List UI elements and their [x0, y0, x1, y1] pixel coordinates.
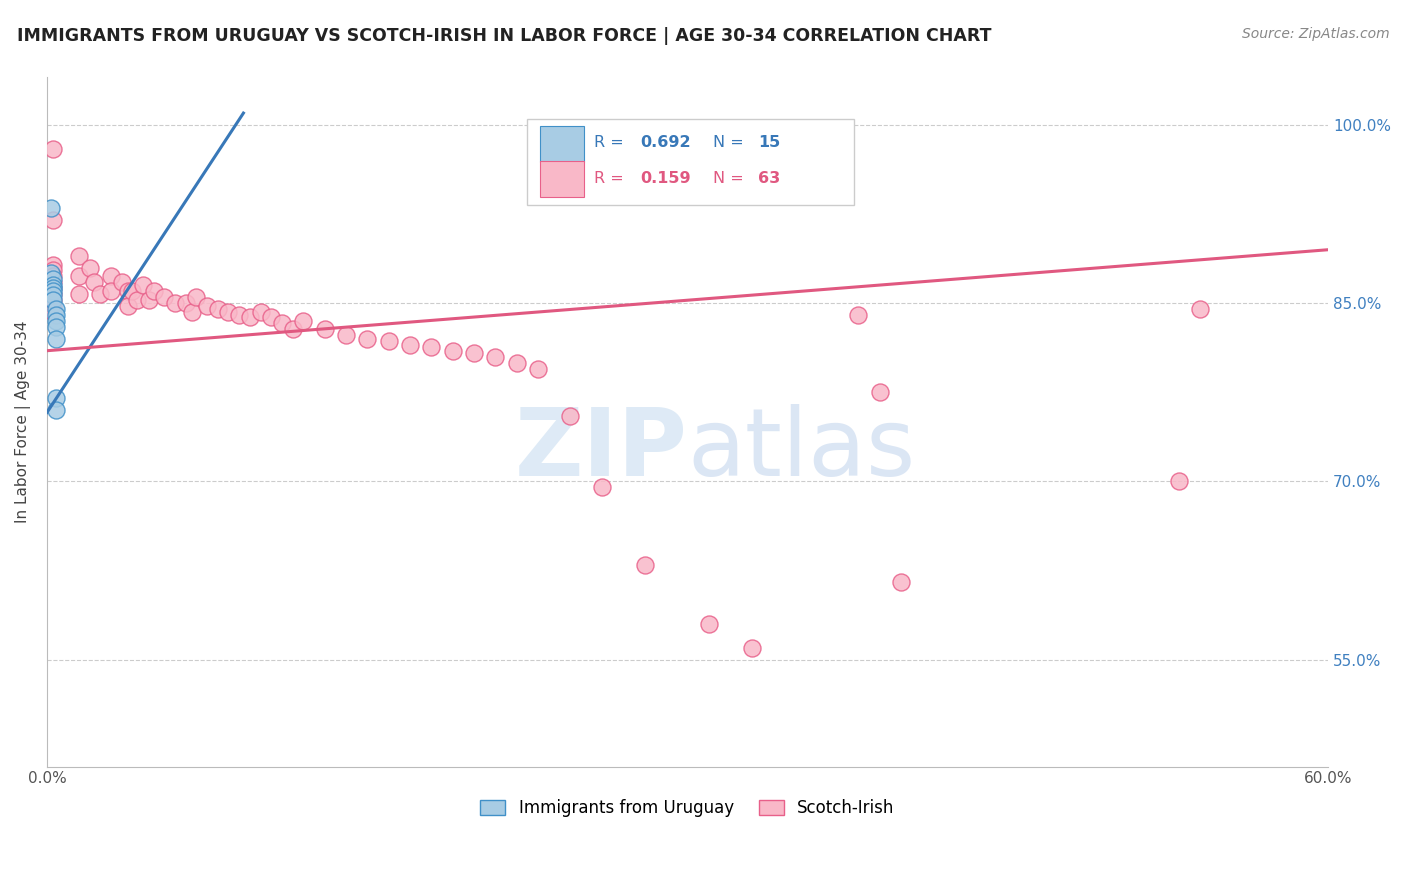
Point — [195, 299, 218, 313]
FancyBboxPatch shape — [540, 161, 583, 196]
Point — [42, 281, 65, 295]
Point — [121, 285, 143, 299]
Point — [314, 322, 336, 336]
Point — [117, 285, 139, 299]
Point — [42, 142, 65, 156]
Point — [42, 285, 65, 299]
Text: 63: 63 — [758, 171, 780, 186]
Point — [527, 361, 550, 376]
Point — [42, 263, 65, 277]
Point — [117, 299, 139, 313]
Point — [42, 275, 65, 289]
Point — [39, 201, 62, 215]
Point — [292, 314, 315, 328]
Point — [67, 268, 90, 283]
Point — [42, 268, 65, 283]
Text: Source: ZipAtlas.com: Source: ZipAtlas.com — [1241, 27, 1389, 41]
Point — [377, 334, 399, 349]
Point — [848, 308, 870, 322]
Text: N =: N = — [713, 171, 749, 186]
Point — [83, 275, 105, 289]
Point — [399, 338, 422, 352]
Text: R =: R = — [593, 171, 628, 186]
Point — [165, 296, 187, 310]
Point — [42, 293, 65, 307]
Point — [44, 332, 66, 346]
Point — [634, 558, 657, 572]
Point — [420, 340, 443, 354]
Point — [1167, 475, 1189, 489]
Point — [79, 260, 101, 275]
Point — [44, 314, 66, 328]
Text: N =: N = — [713, 136, 749, 151]
Point — [67, 249, 90, 263]
Point — [125, 293, 148, 307]
Point — [484, 350, 506, 364]
Y-axis label: In Labor Force | Age 30-34: In Labor Force | Age 30-34 — [15, 321, 31, 524]
Point — [42, 286, 65, 301]
Point — [890, 575, 912, 590]
Point — [697, 617, 720, 632]
Point — [356, 332, 378, 346]
Point — [249, 304, 271, 318]
Point — [44, 302, 66, 317]
Point — [44, 320, 66, 334]
Point — [441, 343, 464, 358]
Point — [44, 391, 66, 405]
Point — [42, 272, 65, 286]
Point — [42, 299, 65, 313]
Point — [239, 310, 262, 325]
Point — [44, 308, 66, 322]
Point — [42, 281, 65, 295]
Text: ZIP: ZIP — [515, 403, 688, 496]
Point — [217, 304, 239, 318]
FancyBboxPatch shape — [527, 119, 853, 205]
Point — [153, 290, 176, 304]
Point — [42, 258, 65, 272]
Text: IMMIGRANTS FROM URUGUAY VS SCOTCH-IRISH IN LABOR FORCE | AGE 30-34 CORRELATION C: IMMIGRANTS FROM URUGUAY VS SCOTCH-IRISH … — [17, 27, 991, 45]
Point — [591, 480, 613, 494]
Point — [335, 328, 357, 343]
Point — [506, 355, 529, 369]
Point — [100, 268, 122, 283]
Point — [132, 278, 155, 293]
Text: atlas: atlas — [688, 403, 915, 496]
Point — [142, 285, 165, 299]
Point — [270, 317, 292, 331]
Point — [260, 310, 283, 325]
Point — [42, 293, 65, 307]
Point — [1189, 302, 1212, 317]
Point — [181, 304, 204, 318]
Point — [111, 275, 134, 289]
Point — [42, 213, 65, 227]
Point — [228, 308, 250, 322]
Point — [281, 322, 304, 336]
Point — [42, 304, 65, 318]
FancyBboxPatch shape — [540, 127, 583, 162]
Point — [174, 296, 197, 310]
Point — [138, 293, 160, 307]
Point — [67, 286, 90, 301]
Point — [89, 286, 111, 301]
Text: R =: R = — [593, 136, 628, 151]
Text: 0.159: 0.159 — [640, 171, 690, 186]
Point — [39, 267, 62, 281]
Point — [42, 288, 65, 302]
Point — [869, 385, 891, 400]
Point — [463, 346, 485, 360]
Point — [100, 285, 122, 299]
Point — [558, 409, 581, 423]
Point — [186, 290, 208, 304]
Text: 0.692: 0.692 — [640, 136, 690, 151]
Text: 15: 15 — [758, 136, 780, 151]
Point — [207, 302, 229, 317]
Point — [42, 278, 65, 293]
Point — [44, 403, 66, 417]
Legend: Immigrants from Uruguay, Scotch-Irish: Immigrants from Uruguay, Scotch-Irish — [474, 792, 901, 823]
Point — [741, 640, 763, 655]
